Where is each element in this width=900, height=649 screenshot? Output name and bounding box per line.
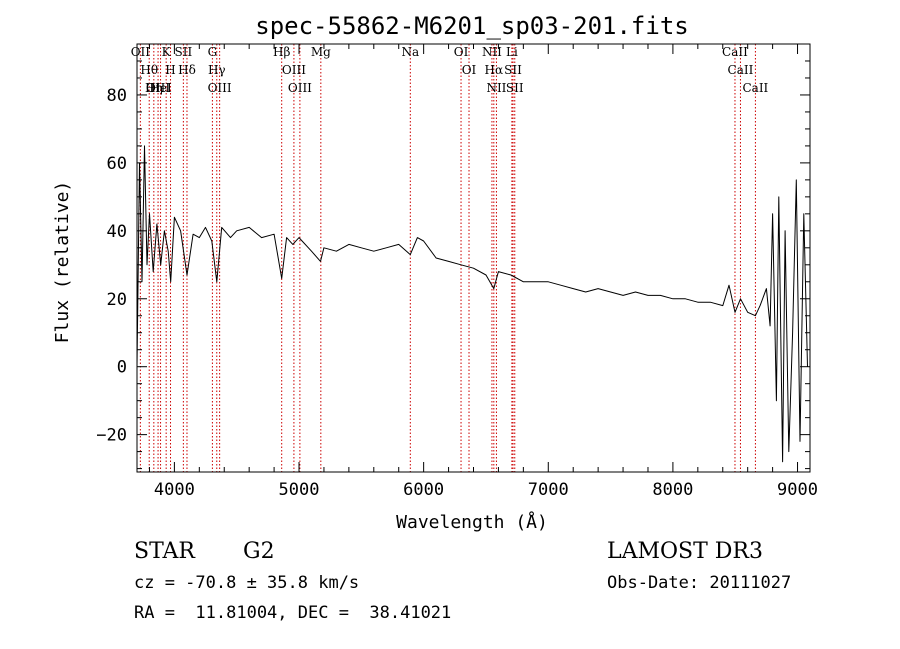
- line-label: OIII: [288, 81, 312, 95]
- line-label: OIII: [208, 81, 232, 95]
- y-tick-label: 20: [107, 290, 127, 310]
- line-label: Hδ: [178, 63, 196, 77]
- line-label: CaII: [728, 63, 754, 77]
- line-label: HeI: [149, 81, 172, 95]
- line-label: Hβ: [273, 45, 290, 59]
- x-tick-label: 9000: [777, 480, 818, 500]
- line-label: Hα: [485, 63, 504, 77]
- y-tick-label: 80: [107, 86, 127, 106]
- line-label: OII: [131, 45, 151, 59]
- y-tick-label: 40: [107, 222, 127, 242]
- line-label: SII: [175, 45, 193, 59]
- line-label: OIII: [146, 81, 170, 95]
- x-tick-label: 4000: [154, 480, 195, 500]
- line-label: OI: [454, 45, 469, 59]
- y-tick-label: −20: [96, 426, 127, 446]
- x-tick-label: 7000: [528, 480, 569, 500]
- observation-date: Obs-Date: 20111027: [607, 573, 792, 593]
- coordinates: RA = 11.81004, DEC = 38.41021: [134, 603, 452, 623]
- survey-name: LAMOST DR3: [607, 539, 763, 564]
- x-tick-label: 5000: [279, 480, 320, 500]
- line-label: Hγ: [208, 63, 226, 77]
- line-label: H: [165, 63, 175, 77]
- object-subclass: G2: [243, 539, 275, 564]
- line-label: NII: [482, 45, 502, 59]
- object-class: STAR: [134, 539, 195, 564]
- plot-frame: [136, 43, 811, 473]
- line-label: OIII: [282, 63, 306, 77]
- line-label: NII: [486, 81, 506, 95]
- y-tick-label: 60: [107, 154, 127, 174]
- y-axis-label: Flux (relative): [52, 181, 73, 344]
- line-label: Hη: [145, 81, 163, 95]
- spectral-line-markers: [139, 44, 756, 472]
- line-label: Na: [401, 45, 419, 59]
- y-tick-label: 0: [117, 358, 127, 378]
- line-label: CaII: [742, 81, 768, 95]
- line-label: OI: [462, 63, 477, 77]
- line-label: SII: [506, 81, 524, 95]
- line-label: Li: [506, 45, 518, 59]
- chart-title: spec-55862-M6201_sp03-201.fits: [255, 12, 688, 40]
- x-tick-label: 8000: [652, 480, 693, 500]
- redshift-velocity: cz = -70.8 ± 35.8 km/s: [134, 573, 360, 593]
- axes: 4000 5000 6000 7000 8000 9000 −20 0 20 40 60 80: [96, 43, 818, 500]
- line-label: Mg: [311, 45, 331, 59]
- line-label: K: [162, 45, 172, 59]
- line-label: SII: [504, 63, 522, 77]
- line-label: Hθ: [140, 63, 158, 77]
- x-tick-label: 6000: [403, 480, 444, 500]
- line-label: G: [208, 45, 218, 59]
- spectrum-series: [136, 145, 808, 463]
- line-label: CaII: [722, 45, 748, 59]
- x-axis-label: Wavelength (Å): [396, 511, 548, 533]
- spectral-line-labels: OIIHθHηOIIIHeIKHSIIHδGHγOIIIHβOIIIOIIIMg…: [131, 45, 769, 95]
- spectrum-line: [136, 145, 808, 463]
